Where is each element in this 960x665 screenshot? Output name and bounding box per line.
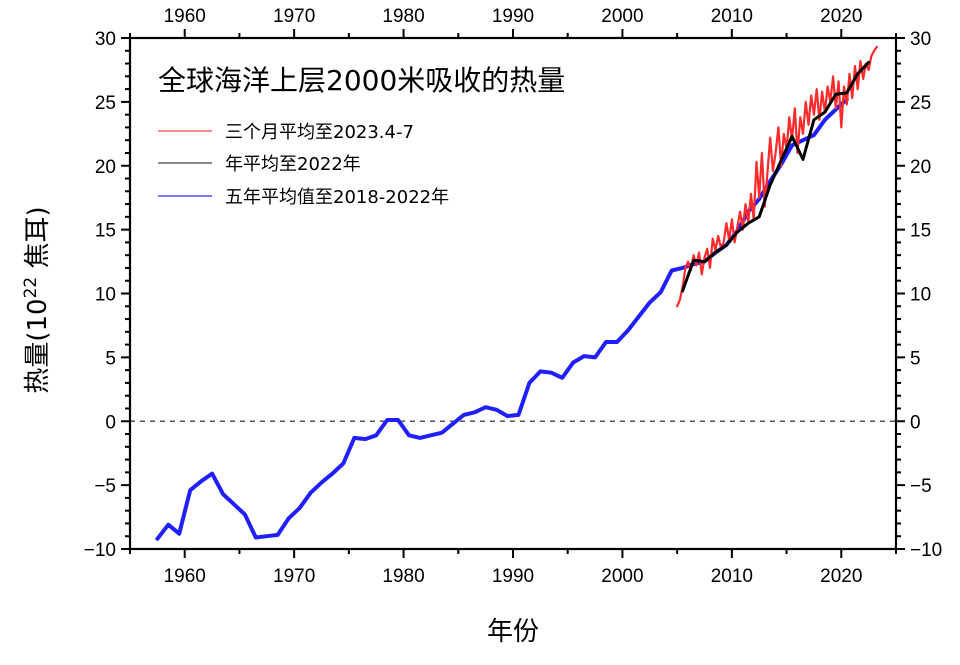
y-axis-title: 热量(1022 焦耳) <box>21 206 53 393</box>
x-tick-label-top: 1980 <box>382 6 424 27</box>
y-axis-title-main: 热量(10 <box>23 298 53 393</box>
y-tick-label-right: 0 <box>910 412 921 433</box>
x-tick-label-bottom: 2010 <box>711 566 753 587</box>
series-layer <box>155 45 879 541</box>
y-tick-label-right: 10 <box>910 285 931 306</box>
y-axis-title-exponent: 22 <box>21 277 41 299</box>
y-tick-label-right: 15 <box>910 221 931 242</box>
annual-mean-line <box>681 60 871 293</box>
x-tick-label-bottom: 1960 <box>164 566 206 587</box>
x-tick-label-bottom: 1980 <box>382 566 424 587</box>
quarterly-mean-line <box>675 45 879 308</box>
y-tick-label-left: 10 <box>95 285 116 306</box>
x-tick-label-top: 2020 <box>820 6 862 27</box>
y-tick-label-left: 25 <box>95 93 116 114</box>
x-tick-label-bottom: 1970 <box>273 566 315 587</box>
y-tick-label-left: 5 <box>105 348 116 369</box>
x-tick-label-bottom: 2020 <box>820 566 862 587</box>
legend: 三个月平均至2023.4-7 年平均至2022年 五年平均值至2018-2022… <box>158 122 449 208</box>
x-tick-label-top: 1960 <box>164 6 206 27</box>
x-axis-title: 年份 <box>487 617 539 647</box>
y-tick-label-right: 30 <box>910 29 931 50</box>
y-tick-label-right: −5 <box>910 476 932 497</box>
y-tick-label-left: 15 <box>95 221 116 242</box>
y-axis-title-unit: 焦耳) <box>23 206 53 276</box>
x-tick-label-top: 1970 <box>273 6 315 27</box>
x-tick-label-bottom: 2000 <box>601 566 643 587</box>
legend-label-five-year: 五年平均值至2018-2022年 <box>225 187 449 208</box>
x-tick-label-top: 1990 <box>492 6 534 27</box>
legend-label-quarterly: 三个月平均至2023.4-7 <box>225 122 414 143</box>
legend-label-annual: 年平均至2022年 <box>225 154 361 175</box>
y-tick-label-right: −10 <box>910 540 942 561</box>
y-tick-label-right: 5 <box>910 348 921 369</box>
plot-frame <box>128 36 898 551</box>
y-tick-label-left: −5 <box>94 476 116 497</box>
y-tick-label-left: −10 <box>84 540 116 561</box>
tick-labels: 1960196019701970198019801990199020002000… <box>84 6 942 587</box>
x-tick-label-top: 2000 <box>601 6 643 27</box>
y-tick-label-left: 0 <box>105 412 116 433</box>
y-tick-label-left: 20 <box>95 157 116 178</box>
axis-ticks <box>121 29 905 558</box>
x-tick-label-top: 2010 <box>711 6 753 27</box>
y-tick-label-right: 20 <box>910 157 931 178</box>
chart-title: 全球海洋上层2000米吸收的热量 <box>158 64 565 97</box>
y-tick-label-left: 30 <box>95 29 116 50</box>
x-tick-label-bottom: 1990 <box>492 566 534 587</box>
y-tick-label-right: 25 <box>910 93 931 114</box>
